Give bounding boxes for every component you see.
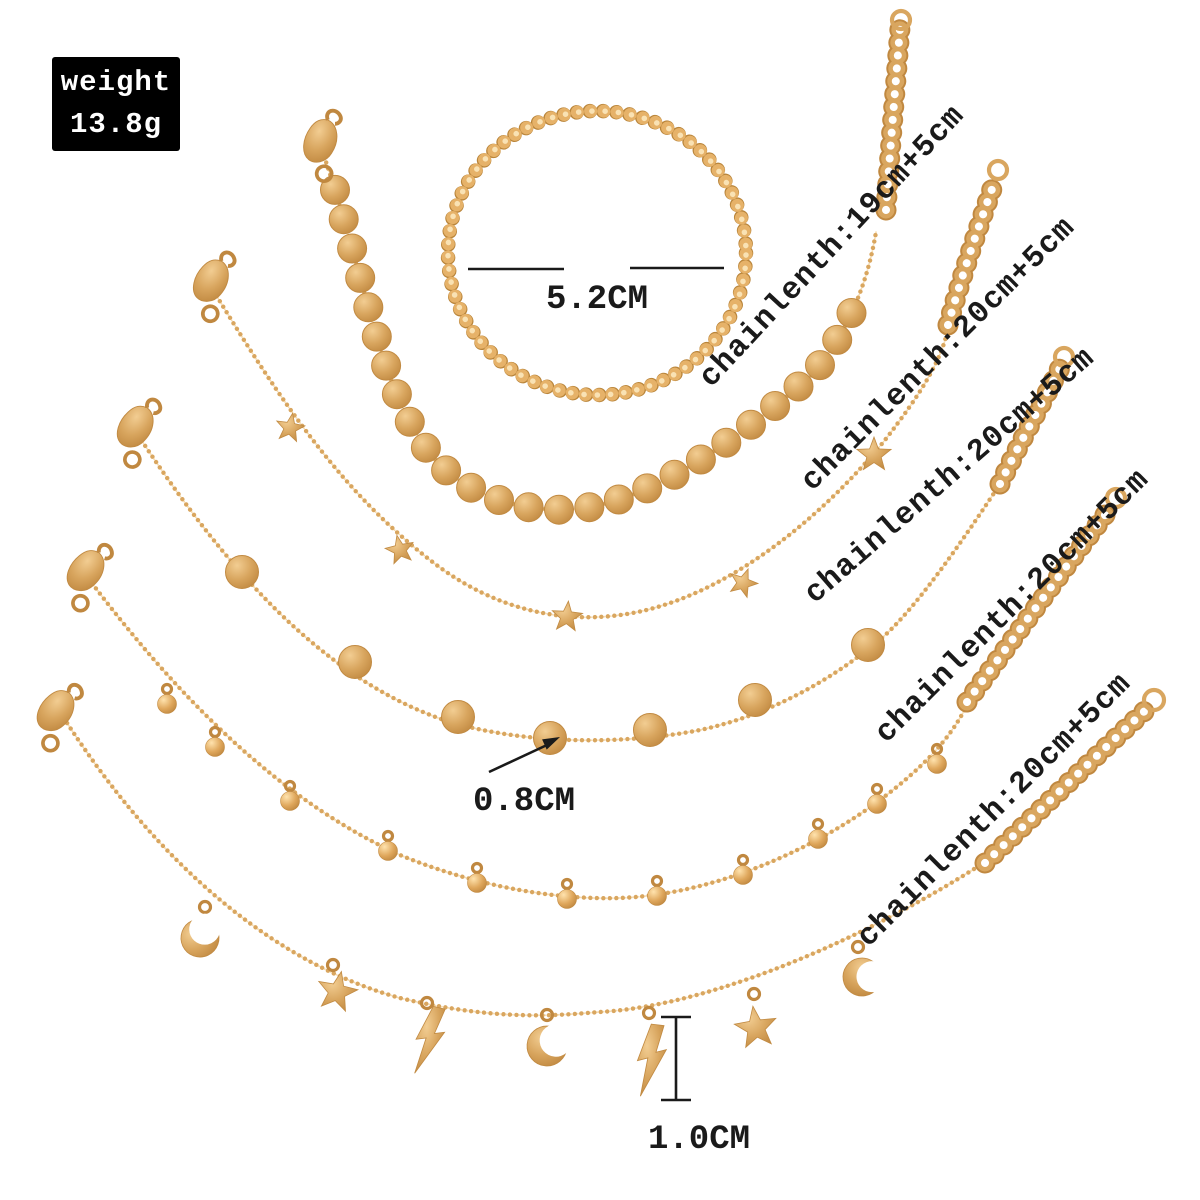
bead-bracelet	[440, 103, 754, 403]
lobster-clasp-icon	[192, 250, 237, 324]
weight-badge-value: 13.8g	[69, 108, 162, 141]
weight-badge: weight 13.8g	[52, 57, 180, 151]
bracelet-diameter-measure: 5.2CM	[468, 266, 724, 319]
lobster-clasp-icon	[303, 108, 343, 184]
coin-chain	[320, 174, 867, 525]
moon-charm-icon	[180, 913, 221, 958]
bead-drop-chain	[157, 682, 947, 909]
jewelry-artwork	[36, 8, 1167, 1097]
weight-badge-label: weight	[60, 65, 172, 99]
lobster-clasps	[36, 108, 343, 753]
disc-chain	[225, 555, 885, 755]
bracelet-diameter-label: 5.2CM	[546, 281, 648, 319]
lightning-charm-icon	[636, 1023, 668, 1097]
lobster-clasp-icon	[36, 682, 84, 753]
arrow-head-icon	[542, 737, 560, 750]
disc-size-measure: 0.8CM	[473, 737, 575, 821]
star-charm-icon	[317, 970, 360, 1013]
moon-charm-icon	[526, 1024, 573, 1067]
extension-chains	[875, 8, 1167, 874]
moon-charm-icon	[842, 957, 888, 997]
lobster-clasp-icon	[116, 397, 163, 469]
disc-size-label: 0.8CM	[473, 783, 575, 821]
lobster-clasp-icon	[66, 542, 114, 613]
star-chain	[275, 412, 893, 632]
charm-chain	[180, 899, 888, 1097]
charm-length-label: 1.0CM	[648, 1121, 750, 1159]
arrow-line	[488, 743, 548, 774]
star-charm-icon	[733, 1005, 777, 1049]
charm-length-measure: 1.0CM	[648, 1015, 750, 1159]
lightning-charm-icon	[414, 1005, 446, 1074]
